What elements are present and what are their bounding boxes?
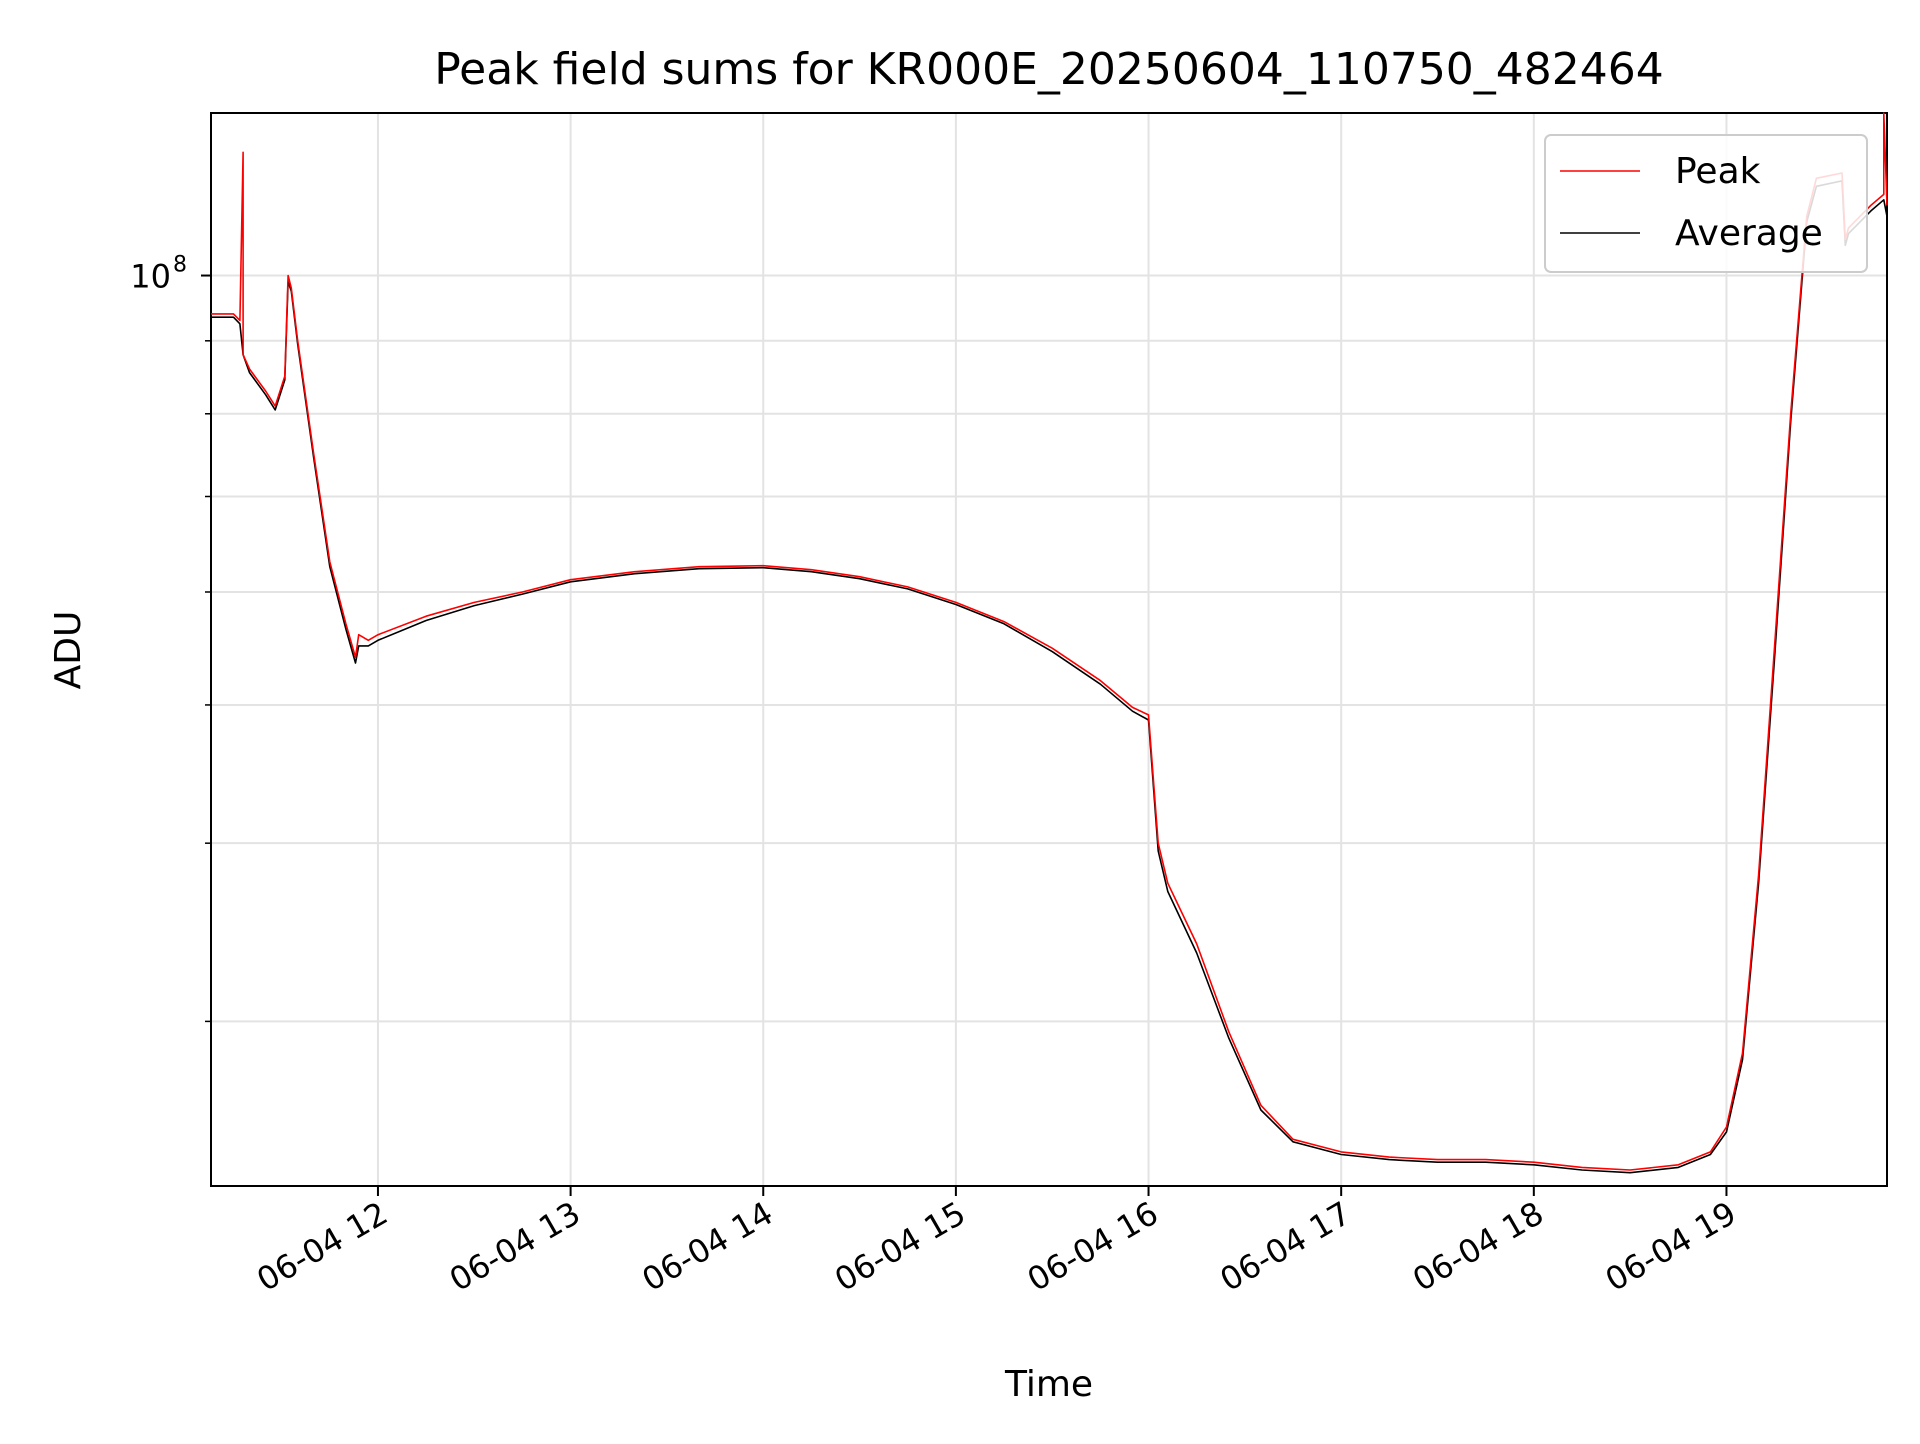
grid-layer	[211, 113, 1887, 1186]
legend-label-peak: Peak	[1675, 151, 1761, 192]
x-axis-label: Time	[1004, 1364, 1093, 1405]
chart-title: Peak field sums for KR000E_20250604_1107…	[434, 44, 1664, 95]
legend-box	[1544, 134, 1868, 273]
plot-frame	[210, 112, 1888, 1187]
x-tick-label: 06-04 18	[1406, 1194, 1550, 1299]
y-tick-label: 10	[130, 258, 171, 296]
plot-area	[210, 112, 1888, 1187]
y-axis-label: ADU	[48, 611, 89, 690]
x-tick-label: 06-04 14	[636, 1194, 780, 1299]
axis-layer: 10 8 06-04 12 06-04 13 06-04 14 06-04 15 06-04…	[130, 253, 1742, 1299]
series-layer	[211, 112, 1888, 1174]
x-tick-label: 06-04 13	[443, 1194, 587, 1299]
y-tick-label-exponent: 8	[173, 253, 187, 278]
legend: Peak Average	[1544, 134, 1868, 273]
series-line-average	[211, 180, 1888, 1174]
x-tick-label: 06-04 15	[828, 1194, 972, 1299]
x-tick-label: 06-04 17	[1214, 1194, 1358, 1299]
x-tick-label: 06-04 16	[1021, 1194, 1165, 1299]
x-tick-label: 06-04 12	[250, 1194, 394, 1299]
x-tick-label: 06-04 19	[1599, 1194, 1743, 1299]
series-line-peak	[211, 112, 1888, 1171]
legend-label-average: Average	[1675, 213, 1823, 254]
